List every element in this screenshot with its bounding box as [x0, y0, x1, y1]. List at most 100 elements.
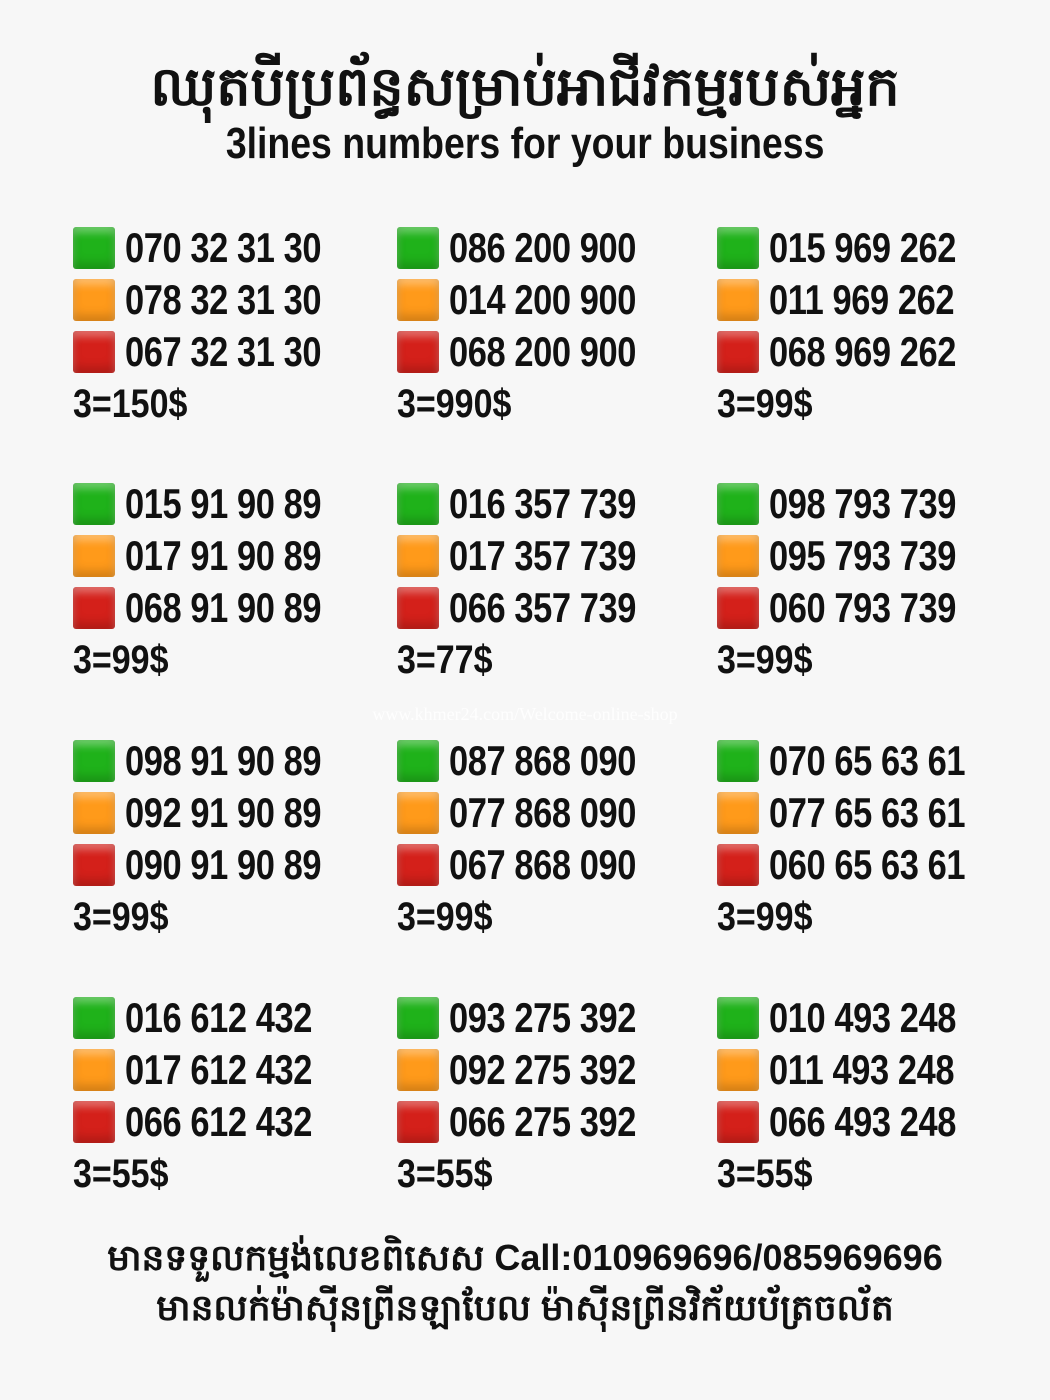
number-line-orange: 078 32 31 30 — [73, 274, 393, 326]
green-square-icon — [717, 227, 759, 269]
number-line-red: 060 793 739 — [717, 582, 1037, 634]
phone-number: 015 969 262 — [769, 224, 957, 271]
number-group: 070 32 31 30 078 32 31 30 067 32 31 30 3=15… — [73, 222, 393, 430]
footer-printer-line: មានលក់ម៉ាស៊ីនព្រីនឡាបែល ម៉ាស៊ីនព្រីនវិក័… — [156, 1287, 894, 1328]
number-line-green: 015 91 90 89 — [73, 478, 393, 530]
phone-number: 087 868 090 — [449, 737, 637, 784]
group-price: 3=99$ — [717, 638, 813, 682]
phone-number: 090 91 90 89 — [125, 841, 322, 888]
number-line-green: 070 32 31 30 — [73, 222, 393, 274]
phone-number: 070 32 31 30 — [125, 224, 322, 271]
red-square-icon — [717, 331, 759, 373]
red-square-icon — [397, 587, 439, 629]
orange-square-icon — [397, 792, 439, 834]
number-line-red: 067 32 31 30 — [73, 326, 393, 378]
watermark: www.khmer24.com/Welcome-online-shop — [372, 704, 678, 724]
orange-square-icon — [73, 535, 115, 577]
green-square-icon — [73, 740, 115, 782]
number-group: 070 65 63 61 077 65 63 61 060 65 63 61 3=99… — [717, 735, 1037, 943]
phone-number: 098 91 90 89 — [125, 737, 322, 784]
phone-number: 067 868 090 — [449, 841, 637, 888]
red-square-icon — [73, 331, 115, 373]
red-square-icon — [73, 1101, 115, 1143]
phone-number: 011 493 248 — [769, 1046, 955, 1093]
number-group: 010 493 248 011 493 248 066 493 248 3=55$ — [717, 992, 1037, 1200]
orange-square-icon — [717, 792, 759, 834]
number-line-orange: 011 969 262 — [717, 274, 1037, 326]
red-square-icon — [397, 1101, 439, 1143]
group-price: 3=99$ — [73, 895, 169, 939]
number-group: 015 91 90 89 017 91 90 89 068 91 90 89 3=99… — [73, 478, 393, 686]
number-line-green: 098 793 739 — [717, 478, 1037, 530]
number-line-orange: 014 200 900 — [397, 274, 717, 326]
green-square-icon — [397, 227, 439, 269]
number-line-red: 068 91 90 89 — [73, 582, 393, 634]
group-price: 3=150$ — [73, 382, 188, 426]
number-line-red: 066 493 248 — [717, 1096, 1037, 1148]
phone-number: 066 493 248 — [769, 1098, 957, 1145]
orange-square-icon — [73, 279, 115, 321]
green-square-icon — [397, 997, 439, 1039]
orange-square-icon — [717, 535, 759, 577]
red-square-icon — [717, 587, 759, 629]
phone-number: 093 275 392 — [449, 994, 637, 1041]
phone-number: 017 357 739 — [449, 532, 637, 579]
phone-number: 092 91 90 89 — [125, 789, 322, 836]
green-square-icon — [73, 997, 115, 1039]
footer-call-line: មានទទួលកម្មង់លេខពិសេស Call:010969696/085… — [107, 1237, 943, 1278]
green-square-icon — [717, 997, 759, 1039]
number-line-red: 090 91 90 89 — [73, 839, 393, 891]
number-line-green: 093 275 392 — [397, 992, 717, 1044]
green-square-icon — [73, 483, 115, 525]
number-line-green: 015 969 262 — [717, 222, 1037, 274]
orange-square-icon — [397, 279, 439, 321]
phone-number: 066 275 392 — [449, 1098, 637, 1145]
number-line-orange: 017 357 739 — [397, 530, 717, 582]
phone-number: 017 91 90 89 — [125, 532, 322, 579]
group-price: 3=55$ — [717, 1152, 813, 1196]
number-group: 086 200 900 014 200 900 068 200 900 3=990$ — [397, 222, 717, 430]
number-group: 016 357 739 017 357 739 066 357 739 3=77$ — [397, 478, 717, 686]
number-group: 098 91 90 89 092 91 90 89 090 91 90 89 3=99… — [73, 735, 393, 943]
group-price: 3=99$ — [397, 895, 493, 939]
phone-number: 070 65 63 61 — [769, 737, 966, 784]
red-square-icon — [73, 587, 115, 629]
group-price: 3=99$ — [717, 382, 813, 426]
number-line-red: 068 200 900 — [397, 326, 717, 378]
green-square-icon — [73, 227, 115, 269]
number-line-green: 087 868 090 — [397, 735, 717, 787]
group-price: 3=99$ — [73, 638, 169, 682]
number-group: 016 612 432 017 612 432 066 612 432 3=55$ — [73, 992, 393, 1200]
red-square-icon — [717, 1101, 759, 1143]
phone-number: 095 793 739 — [769, 532, 957, 579]
red-square-icon — [717, 844, 759, 886]
group-price: 3=55$ — [397, 1152, 493, 1196]
number-line-green: 070 65 63 61 — [717, 735, 1037, 787]
number-group: 087 868 090 077 868 090 067 868 090 3=99$ — [397, 735, 717, 943]
number-group: 098 793 739 095 793 739 060 793 739 3=99$ — [717, 478, 1037, 686]
phone-number: 086 200 900 — [449, 224, 637, 271]
orange-square-icon — [717, 1049, 759, 1091]
number-line-green: 016 357 739 — [397, 478, 717, 530]
green-square-icon — [397, 740, 439, 782]
phone-number: 068 969 262 — [769, 328, 957, 375]
phone-number: 010 493 248 — [769, 994, 957, 1041]
phone-number: 067 32 31 30 — [125, 328, 322, 375]
phone-number: 066 357 739 — [449, 584, 637, 631]
phone-number: 098 793 739 — [769, 480, 957, 527]
group-price: 3=55$ — [73, 1152, 169, 1196]
phone-number: 017 612 432 — [125, 1046, 313, 1093]
number-line-orange: 092 275 392 — [397, 1044, 717, 1096]
phone-number: 077 868 090 — [449, 789, 637, 836]
phone-number: 060 65 63 61 — [769, 841, 966, 888]
phone-number: 068 200 900 — [449, 328, 637, 375]
number-line-red: 066 275 392 — [397, 1096, 717, 1148]
group-price: 3=990$ — [397, 382, 512, 426]
group-price: 3=77$ — [397, 638, 493, 682]
red-square-icon — [397, 844, 439, 886]
phone-number: 068 91 90 89 — [125, 584, 322, 631]
number-line-green: 016 612 432 — [73, 992, 393, 1044]
red-square-icon — [73, 844, 115, 886]
number-group: 093 275 392 092 275 392 066 275 392 3=55$ — [397, 992, 717, 1200]
number-line-orange: 017 91 90 89 — [73, 530, 393, 582]
